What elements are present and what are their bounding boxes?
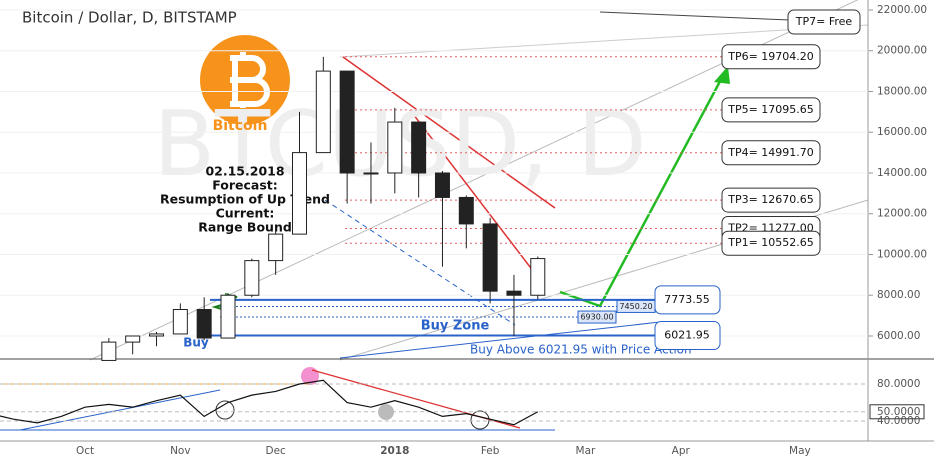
forecast-text: Resumption of Up Trend <box>160 192 330 207</box>
minor-box <box>616 299 656 313</box>
y-tick-label: 22000.00 <box>877 4 927 16</box>
oscillator-marker <box>470 410 490 430</box>
support-label: 6021.95 <box>664 329 710 342</box>
target-box <box>787 9 861 35</box>
target-box <box>721 140 821 166</box>
support-box <box>654 321 721 351</box>
chart-title: Bitcoin / Dollar, D, BITSTAMP <box>22 9 237 27</box>
candle-body <box>268 233 284 262</box>
x-tick-label: Oct <box>76 445 94 457</box>
candle-body <box>506 290 522 296</box>
support-label: 7773.55 <box>664 293 710 306</box>
target-label: TP7= Free <box>795 15 853 28</box>
candle-body <box>149 333 165 337</box>
x-tick-label: Nov <box>170 445 191 457</box>
x-tick-label: Dec <box>265 445 286 457</box>
support-box <box>654 285 721 315</box>
y-tick-label: 6000.00 <box>877 330 920 342</box>
candle-body <box>196 309 212 339</box>
target-label: TP5= 17095.65 <box>727 103 814 116</box>
candle-body <box>291 152 307 235</box>
target-box <box>721 44 821 70</box>
y-tick-label: 10000.00 <box>877 248 927 260</box>
y-tick-label: 18000.00 <box>877 85 927 97</box>
oscillator-marker <box>301 367 319 385</box>
candle-body <box>101 341 117 361</box>
y-tick-label: 12000.00 <box>877 208 927 220</box>
target-label: TP4= 14991.70 <box>727 146 814 159</box>
candle-body <box>411 121 427 174</box>
y-tick-label: 8000.00 <box>877 289 920 301</box>
target-box <box>721 97 821 123</box>
y-tick-label: 20000.00 <box>877 45 927 57</box>
forecast-text: Current: <box>216 206 275 221</box>
candle-body <box>220 294 236 339</box>
candle-body <box>530 258 546 296</box>
buy-note: Buy Above 6021.95 with Price Action <box>470 343 692 357</box>
logo-mark <box>230 52 270 108</box>
logo-text: Bitcoin <box>213 118 268 134</box>
y-tick-label: 16000.00 <box>877 126 927 138</box>
candle-body <box>363 172 379 175</box>
trend-line <box>324 199 516 326</box>
x-tick-label: 2018 <box>380 445 409 457</box>
buy-zone-label: Buy Zone <box>421 319 490 334</box>
y-tick-label: 50.0000 <box>877 406 920 418</box>
candle-body <box>172 309 188 335</box>
forecast-text: Range Bound <box>198 220 292 235</box>
target-label: TP6= 19704.20 <box>727 50 814 63</box>
y-tick-label: 40.0000 <box>877 415 920 427</box>
target-label: TP3= 12670.65 <box>727 193 814 206</box>
buy-label: Buy <box>183 336 209 350</box>
x-tick-label: May <box>789 445 811 457</box>
candle-body <box>315 70 331 154</box>
candle-body <box>458 196 474 225</box>
y-tick-label: 14000.00 <box>877 167 927 179</box>
candle-body <box>244 260 260 296</box>
minor-box <box>577 310 617 324</box>
candle-body <box>482 223 498 292</box>
forecast-text: 02.15.2018 <box>205 164 284 179</box>
trend-line <box>409 109 541 281</box>
x-tick-label: Mar <box>576 445 596 457</box>
oscillator-line <box>0 379 539 426</box>
forecast-text: Forecast: <box>212 178 278 193</box>
minor-label: 6930.00 <box>580 313 613 322</box>
trend-line <box>339 321 661 359</box>
target-box <box>721 230 821 256</box>
oscillator-trend <box>19 389 221 431</box>
pointer-line <box>599 11 791 21</box>
tick-highlight <box>869 404 925 420</box>
arrow-head <box>714 66 730 84</box>
x-tick-label: Apr <box>672 445 691 457</box>
candle-body <box>339 70 355 174</box>
target-label: TP1= 10552.65 <box>727 236 814 249</box>
channel-line <box>339 24 869 58</box>
candle-body <box>434 172 450 198</box>
x-tick-label: Feb <box>481 445 500 457</box>
candle-body <box>125 335 141 343</box>
y-tick-label: 80.0000 <box>877 378 920 390</box>
candle-body <box>387 121 403 174</box>
target-box <box>721 187 821 213</box>
minor-label: 7450.20 <box>619 302 652 311</box>
